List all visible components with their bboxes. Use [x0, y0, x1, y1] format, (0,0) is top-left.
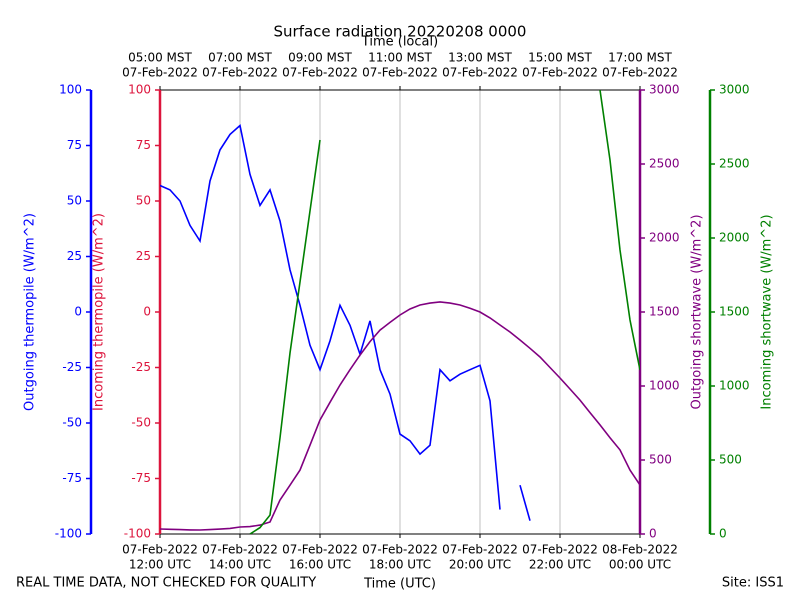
x2-tick-label: 07-Feb-2022: [282, 66, 358, 80]
y-tick-label: -25: [62, 360, 82, 374]
y-tick-label: 100: [128, 83, 151, 97]
y-tick-label: 0: [719, 527, 727, 541]
x-tick-label: 16:00 UTC: [289, 558, 351, 572]
x-tick-label: 07-Feb-2022: [202, 543, 278, 557]
y-axis-title: Incoming thermopile (W/m^2): [92, 213, 107, 411]
x-tick-label: 14:00 UTC: [209, 558, 271, 572]
y-tick-label: 1000: [719, 379, 750, 393]
y-tick-label: 2000: [719, 231, 750, 245]
x2-tick-label: 11:00 MST: [368, 51, 432, 65]
y-tick-label: -75: [62, 471, 82, 485]
site-label: Site: ISS1: [722, 576, 784, 591]
x2-tick-label: 07-Feb-2022: [522, 66, 598, 80]
x2-tick-label: 07-Feb-2022: [202, 66, 278, 80]
y-tick-label: -50: [62, 416, 82, 430]
series-line: [249, 90, 640, 534]
y-tick-label: 75: [136, 138, 151, 152]
x-tick-label: 18:00 UTC: [369, 558, 431, 572]
y-tick-label: 1000: [649, 379, 680, 393]
x2-tick-label: 05:00 MST: [128, 51, 192, 65]
y-tick-label: 0: [649, 527, 657, 541]
y-tick-label: 2500: [719, 157, 750, 171]
y-tick-label: -50: [131, 416, 151, 430]
y-tick-label: 0: [74, 305, 82, 319]
y-tick-label: 3000: [719, 83, 750, 97]
x2-tick-label: 17:00 MST: [608, 51, 672, 65]
y-tick-label: 25: [67, 249, 82, 263]
x2-tick-label: 13:00 MST: [448, 51, 512, 65]
y-tick-label: 50: [67, 194, 82, 208]
x2-tick-label: 07-Feb-2022: [442, 66, 518, 80]
series-line: [160, 123, 531, 521]
y-tick-label: 500: [719, 453, 742, 467]
footnote: REAL TIME DATA, NOT CHECKED FOR QUALITY: [16, 576, 316, 591]
y-axis-title: Outgoing thermopile (W/m^2): [23, 213, 38, 411]
series-line: [160, 301, 640, 531]
x2-tick-label: 09:00 MST: [288, 51, 352, 65]
x-tick-label: 07-Feb-2022: [282, 543, 358, 557]
x2-tick-label: 07-Feb-2022: [362, 66, 438, 80]
x-tick-label: 00:00 UTC: [609, 558, 671, 572]
y-tick-label: -25: [131, 360, 151, 374]
y-axis-title: Incoming shortwave (W/m^2): [760, 214, 775, 409]
y-tick-label: 1500: [649, 305, 680, 319]
y-tick-label: 2500: [649, 157, 680, 171]
y-tick-label: 100: [59, 83, 82, 97]
x2-tick-label: 15:00 MST: [528, 51, 592, 65]
x-tick-label: 22:00 UTC: [529, 558, 591, 572]
y-tick-label: 75: [67, 138, 82, 152]
x-tick-label: 07-Feb-2022: [442, 543, 518, 557]
y-tick-label: 25: [136, 249, 151, 263]
x2-tick-label: 07-Feb-2022: [602, 66, 678, 80]
chart-title: Surface radiation 20220208 0000: [274, 23, 527, 41]
y-tick-label: 0: [143, 305, 151, 319]
y-tick-label: -100: [55, 527, 82, 541]
x-tick-label: 08-Feb-2022: [602, 543, 678, 557]
x-tick-label: 07-Feb-2022: [122, 543, 198, 557]
y-tick-label: -100: [124, 527, 151, 541]
y-tick-label: 3000: [649, 83, 680, 97]
y-tick-label: -75: [131, 471, 151, 485]
x-axis-title: Time (UTC): [363, 577, 436, 592]
x2-axis-title: Time (local): [361, 35, 438, 50]
y-tick-label: 2000: [649, 231, 680, 245]
y-tick-label: 1500: [719, 305, 750, 319]
y-tick-label: 500: [649, 453, 672, 467]
x2-tick-label: 07:00 MST: [208, 51, 272, 65]
x-tick-label: 20:00 UTC: [449, 558, 511, 572]
x2-tick-label: 07-Feb-2022: [122, 66, 198, 80]
y-tick-label: 50: [136, 194, 151, 208]
x-tick-label: 12:00 UTC: [129, 558, 191, 572]
x-tick-label: 07-Feb-2022: [362, 543, 438, 557]
y-axis-title: Outgoing shortwave (W/m^2): [690, 214, 705, 409]
x-tick-label: 07-Feb-2022: [522, 543, 598, 557]
